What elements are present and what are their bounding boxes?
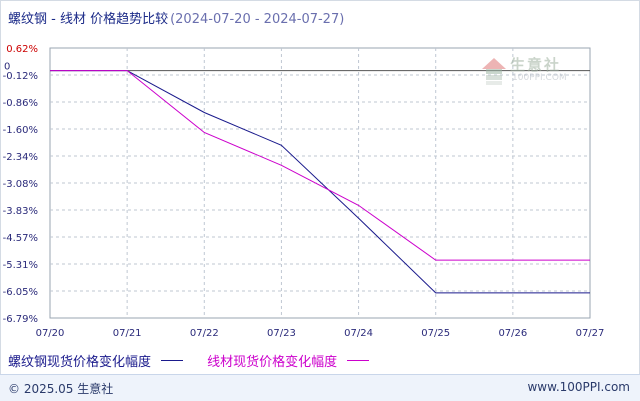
house-logo-icon bbox=[482, 58, 506, 85]
watermark-name: 生意社 bbox=[510, 56, 562, 74]
y-tick-label: 0.62% bbox=[6, 44, 38, 55]
x-tick-label: 07/23 bbox=[267, 328, 296, 339]
x-tick-label: 07/25 bbox=[421, 328, 450, 339]
x-tick-label: 07/21 bbox=[113, 328, 142, 339]
y-tick-label: -4.57% bbox=[3, 233, 38, 244]
chart-title: 螺纹钢 - 线材 价格趋势比较 (2024-07-20 - 2024-07-27) bbox=[8, 8, 344, 27]
x-tick-label: 07/27 bbox=[576, 328, 605, 339]
watermark: 生意社 100PPI.COM bbox=[480, 54, 580, 90]
y-tick-label: -5.31% bbox=[3, 260, 38, 271]
title-main: 螺纹钢 - 线材 价格趋势比较 bbox=[8, 12, 169, 27]
footer-site-link[interactable]: www.100PPI.com bbox=[527, 380, 630, 394]
title-date-range: (2024-07-20 - 2024-07-27) bbox=[170, 12, 345, 27]
y-tick-label: -0.12% bbox=[3, 71, 38, 82]
legend-swatch-series-2 bbox=[347, 360, 370, 361]
y-tick-label: -6.05% bbox=[3, 287, 38, 298]
watermark-url: 100PPI.COM bbox=[512, 73, 567, 83]
y-tick-label: -1.60% bbox=[3, 125, 38, 136]
legend-swatch-series-1 bbox=[161, 360, 184, 361]
legend-item-series-1: 螺纹钢现货价格变化幅度 bbox=[8, 351, 184, 370]
x-tick-label: 07/24 bbox=[344, 328, 373, 339]
y-tick-label: -0.86% bbox=[3, 98, 38, 109]
x-tick-label: 07/26 bbox=[498, 328, 527, 339]
y-tick-label: -3.83% bbox=[3, 206, 38, 217]
legend-label-series-2: 线材现货价格变化幅度 bbox=[207, 355, 338, 370]
footer-bar: © 2025.05 生意社 www.100PPI.com bbox=[0, 374, 640, 401]
chart-legend: 螺纹钢现货价格变化幅度 线材现货价格变化幅度 bbox=[8, 351, 389, 370]
legend-label-series-1: 螺纹钢现货价格变化幅度 bbox=[8, 355, 152, 370]
y-tick-label: -6.79% bbox=[3, 314, 38, 325]
y-tick-label: -2.34% bbox=[3, 152, 38, 163]
y-tick-label: -3.08% bbox=[3, 179, 38, 190]
legend-item-series-2: 线材现货价格变化幅度 bbox=[207, 351, 370, 370]
series-line-1 bbox=[50, 70, 590, 294]
zero-marker-label: 0 bbox=[4, 62, 10, 73]
x-tick-label: 07/22 bbox=[190, 328, 219, 339]
x-tick-label: 07/20 bbox=[36, 328, 65, 339]
footer-copyright: © 2025.05 生意社 bbox=[8, 382, 114, 396]
series-line-2 bbox=[50, 70, 590, 261]
